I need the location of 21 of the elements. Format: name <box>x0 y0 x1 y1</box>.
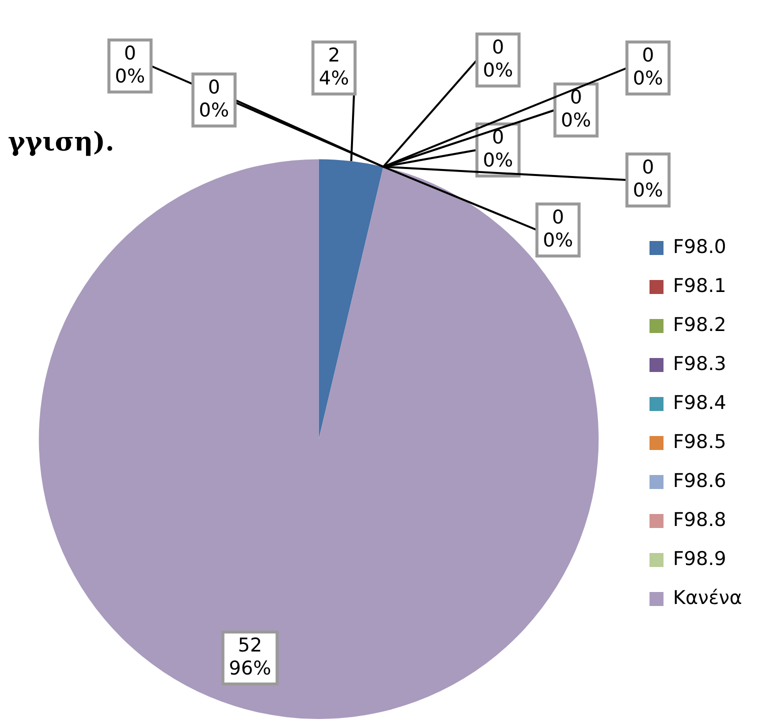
text: γγιση). <box>8 127 114 158</box>
text: 0 0% <box>542 206 574 252</box>
text: 0 0% <box>198 76 230 122</box>
legend-label: F98.0 <box>672 236 726 258</box>
text: 0 0% <box>560 86 592 132</box>
text: 0 0% <box>482 126 514 172</box>
text: 0 0% <box>632 44 664 90</box>
legend-label: F98.4 <box>672 392 726 414</box>
text: 0 0% <box>632 156 664 202</box>
data-label: 2 4% <box>318 44 350 90</box>
text: 0 0% <box>114 42 146 88</box>
legend-label: Κανένα <box>672 586 742 609</box>
legend-label: F98.1 <box>672 274 726 297</box>
legend-label: F98.2 <box>672 314 726 336</box>
legend-label: F98.9 <box>672 548 726 570</box>
text: 0 0% <box>482 36 514 82</box>
data-label: 52 96% <box>228 634 272 680</box>
legend-label: F98.8 <box>672 508 726 531</box>
legend-label: F98.3 <box>672 352 726 375</box>
legend-label: F98.5 <box>672 430 726 453</box>
legend-label: F98.6 <box>672 470 726 492</box>
